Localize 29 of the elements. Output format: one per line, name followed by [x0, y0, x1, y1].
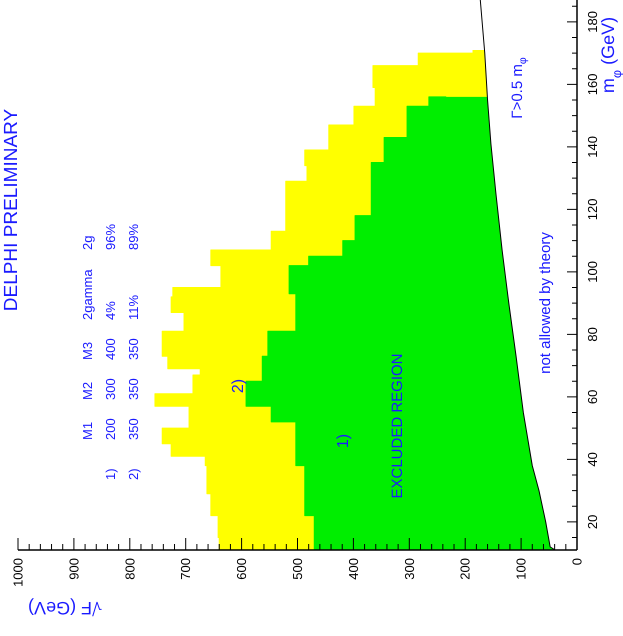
x-tick-label: 700 — [178, 558, 194, 580]
y-tick-label: 100 — [585, 261, 600, 283]
y-tick-label: 180 — [585, 11, 600, 33]
x-tick-label: 600 — [234, 558, 250, 580]
x-tick-label: 500 — [290, 558, 305, 580]
x-tick-label: 800 — [122, 558, 138, 580]
annotation: 1) — [334, 434, 352, 448]
y-tick-label: 60 — [585, 390, 600, 404]
text: M1 M2 M3 2gamma 2g — [80, 236, 94, 440]
x-axis-title: √F (GeV) — [28, 598, 102, 618]
x-tick-label: 200 — [458, 558, 473, 580]
x-tick-label: 1000 — [10, 558, 26, 587]
annotation: not allowed by theory — [536, 232, 554, 374]
y-tick-label: 140 — [585, 136, 600, 158]
x-tick-label: 900 — [66, 558, 82, 580]
text: DELPHI PRELIMINARY — [1, 108, 22, 312]
text: 2) 350 350 350 11% 89% — [126, 224, 140, 480]
y-tick-label: 40 — [585, 452, 600, 467]
annotation: 2) — [230, 378, 246, 394]
x-tick-label: 0 — [570, 558, 584, 566]
y-tick-label: 160 — [585, 74, 600, 96]
x-tick-label: 400 — [346, 558, 361, 580]
annotation: EXCLUDED REGION — [388, 353, 406, 499]
y-tick-label: 20 — [585, 514, 600, 530]
x-tick-label: 100 — [514, 558, 529, 580]
text: 1) 200 300 400 4% 96% — [102, 224, 118, 480]
y-tick-label: 120 — [585, 198, 600, 220]
y-tick-label: 80 — [585, 327, 600, 342]
x-tick-label: 300 — [402, 558, 417, 580]
